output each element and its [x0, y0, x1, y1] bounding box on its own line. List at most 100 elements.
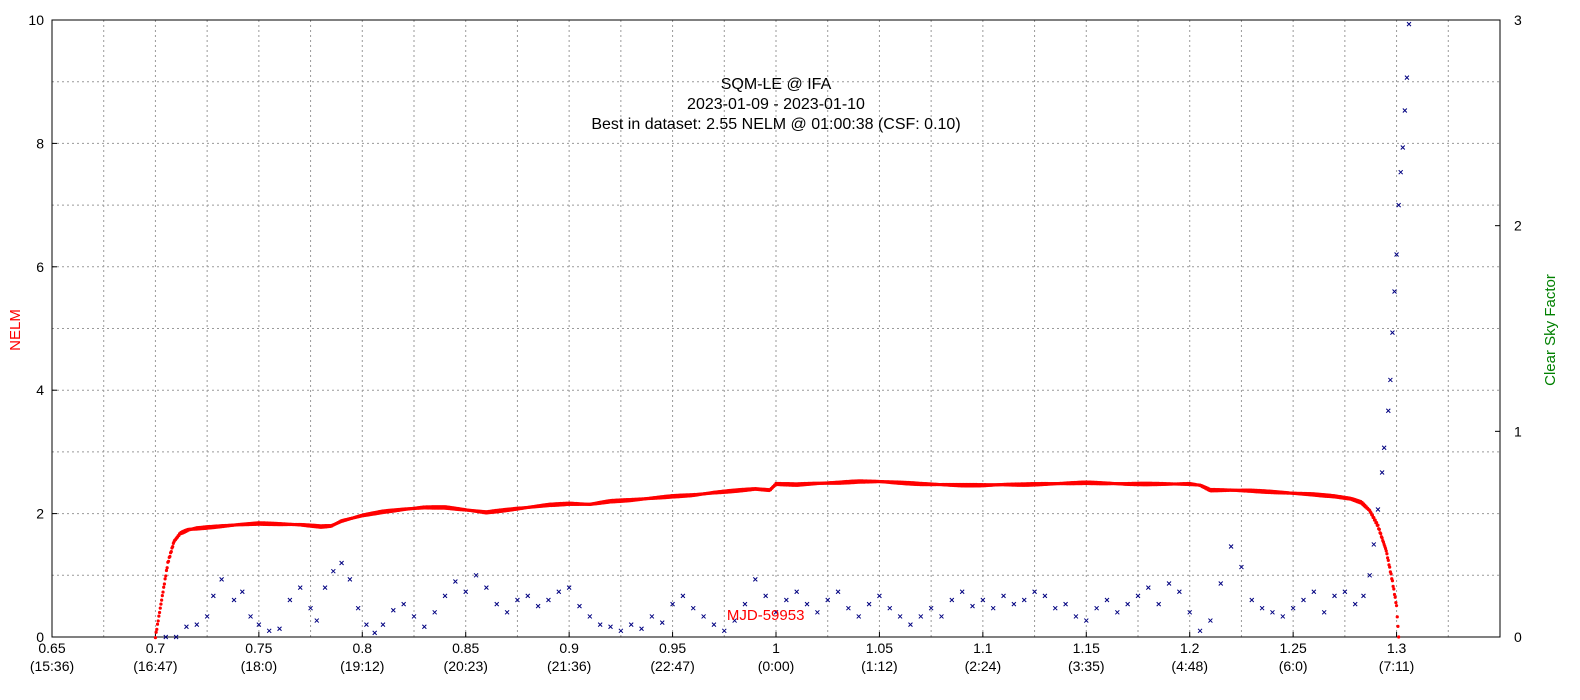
nelm-point: [156, 619, 160, 623]
csf-point: [1371, 542, 1377, 547]
csf-point: [794, 589, 800, 595]
x-tick-label: 0.85: [452, 640, 479, 656]
nelm-point: [1393, 595, 1397, 599]
csf-point: [918, 614, 924, 619]
x-tick-time-label: (6:0): [1279, 658, 1308, 674]
nelm-point: [1384, 549, 1388, 553]
csf-point: [752, 577, 758, 582]
csf-point: [494, 601, 500, 607]
series-nelm: [153, 479, 1401, 640]
csf-point: [1332, 593, 1337, 599]
csf-point: [1280, 614, 1286, 619]
nelm-point: [1386, 558, 1390, 563]
csf-point: [1400, 145, 1406, 150]
csf-point: [1404, 75, 1410, 80]
csf-point: [959, 589, 965, 595]
csf-point: [1270, 609, 1275, 615]
x-tick-time-label: (7:11): [1379, 658, 1415, 674]
csf-point: [639, 626, 644, 632]
csf-point: [680, 593, 686, 599]
csf-point: [287, 597, 293, 603]
chart-title: SQM-LE @ IFA 2023-01-09 - 2023-01-10 Bes…: [591, 76, 960, 133]
csf-point: [773, 609, 779, 615]
nelm-point: [1373, 518, 1377, 522]
csf-point: [1311, 589, 1317, 595]
csf-point: [1218, 581, 1224, 586]
csf-point: [1352, 601, 1358, 607]
csf-point: [1388, 377, 1393, 383]
x-tick-label: 1: [772, 640, 780, 656]
csf-point: [1063, 601, 1068, 607]
y-left-tick-label: 2: [36, 506, 44, 522]
csf-point: [1156, 601, 1162, 607]
x-tick-time-label: (15:36): [30, 658, 74, 674]
csf-point: [256, 622, 262, 628]
csf-point: [525, 593, 531, 599]
x-tick-label: 1.1: [973, 640, 993, 656]
csf-point: [742, 601, 748, 607]
csf-point: [1032, 589, 1037, 595]
csf-point: [372, 630, 378, 636]
x-tick-time-label: (16:47): [133, 658, 177, 674]
csf-point: [970, 603, 975, 609]
csf-point: [990, 605, 996, 611]
x-tick-label: 1.3: [1387, 640, 1407, 656]
csf-point: [1021, 597, 1027, 603]
csf-point: [432, 609, 438, 615]
csf-point: [825, 597, 831, 603]
nelm-point: [1383, 546, 1388, 551]
csf-point: [846, 605, 851, 611]
csf-point: [1259, 605, 1265, 611]
csf-point: [1301, 597, 1306, 603]
csf-point: [1290, 605, 1296, 611]
nelm-point: [159, 602, 163, 606]
y-axis-label-right: Clear Sky Factor: [1542, 274, 1559, 386]
csf-point: [473, 572, 479, 578]
csf-point: [277, 626, 282, 632]
csf-point: [219, 577, 224, 582]
csf-point: [1073, 614, 1079, 619]
csf-point: [763, 593, 769, 599]
nelm-point: [1397, 635, 1401, 639]
x-tick-time-label: (2:24): [965, 658, 1002, 674]
nelm-point: [162, 585, 166, 589]
csf-point: [1398, 169, 1404, 175]
csf-point: [1321, 609, 1327, 615]
csf-point: [1381, 445, 1387, 451]
csf-point: [577, 603, 582, 609]
x-tick-time-label: (19:12): [340, 658, 384, 674]
nelm-point: [1379, 532, 1383, 536]
x-tick-label: 0.7: [146, 640, 166, 656]
csf-point: [556, 589, 562, 595]
x-tick-label: 1.2: [1180, 640, 1200, 656]
x-tick-label: 0.65: [38, 640, 65, 656]
csf-point: [721, 628, 727, 634]
nelm-point: [1386, 556, 1390, 560]
nelm-point: [1385, 552, 1389, 556]
series-clear-sky-factor: [163, 21, 1412, 640]
csf-point: [1197, 628, 1203, 634]
csf-point: [928, 605, 934, 611]
y-right-tick-label: 1: [1514, 423, 1522, 439]
csf-point: [835, 589, 841, 595]
nelm-point: [1390, 579, 1395, 583]
csf-point: [1125, 601, 1131, 607]
csf-point: [364, 622, 369, 628]
csf-point: [210, 593, 216, 599]
csf-point: [163, 634, 169, 640]
nelm-point: [166, 559, 171, 563]
grid: [52, 20, 1500, 637]
nelm-point: [155, 627, 159, 631]
nelm-point: [153, 636, 158, 640]
nelm-point: [165, 566, 169, 570]
x-axis-label: MJD-59953: [727, 607, 805, 624]
nelm-point: [157, 614, 161, 618]
csf-point: [1187, 609, 1193, 615]
csf-point: [628, 622, 634, 628]
csf-point: [1249, 597, 1255, 603]
csf-point: [453, 579, 458, 584]
csf-point: [877, 593, 882, 599]
csf-point: [1052, 605, 1058, 611]
nelm-point: [1391, 584, 1395, 588]
csf-point: [1342, 589, 1348, 595]
